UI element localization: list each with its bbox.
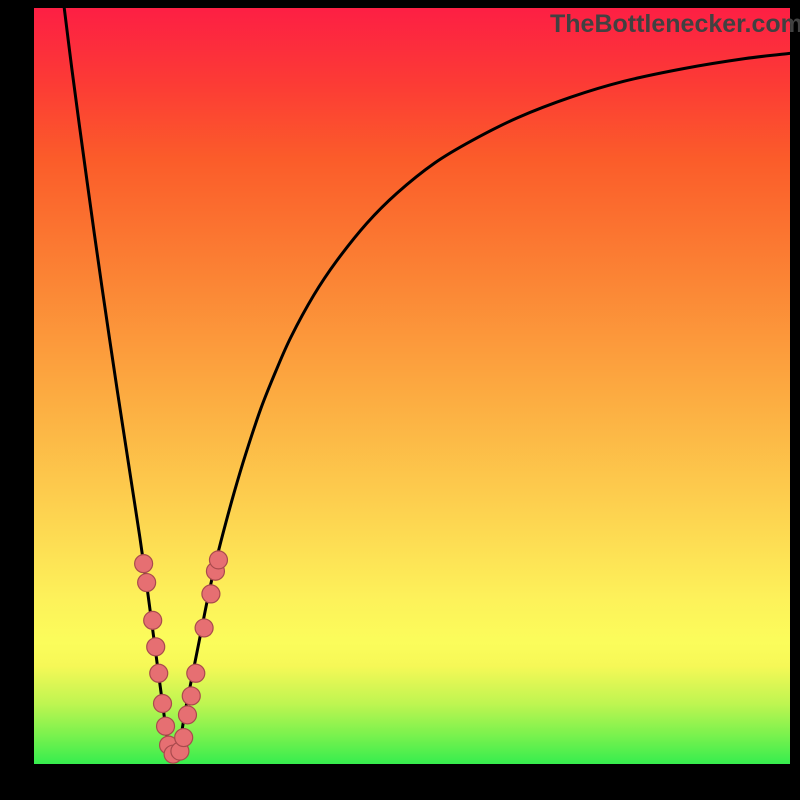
chart-frame: TheBottlenecker.com [0, 0, 800, 800]
data-dot [187, 664, 205, 682]
data-dot [202, 585, 220, 603]
data-dot [135, 555, 153, 573]
plot-svg [34, 8, 790, 764]
watermark-text: TheBottlenecker.com [550, 10, 800, 39]
data-dot [182, 687, 200, 705]
data-dot [195, 619, 213, 637]
data-dot [150, 664, 168, 682]
data-dot [157, 717, 175, 735]
data-dot [175, 729, 193, 747]
data-dot [209, 551, 227, 569]
plot-area [34, 8, 790, 764]
data-dot [138, 574, 156, 592]
data-dot [154, 695, 172, 713]
data-dot [178, 706, 196, 724]
data-dot [144, 611, 162, 629]
data-dot [147, 638, 165, 656]
